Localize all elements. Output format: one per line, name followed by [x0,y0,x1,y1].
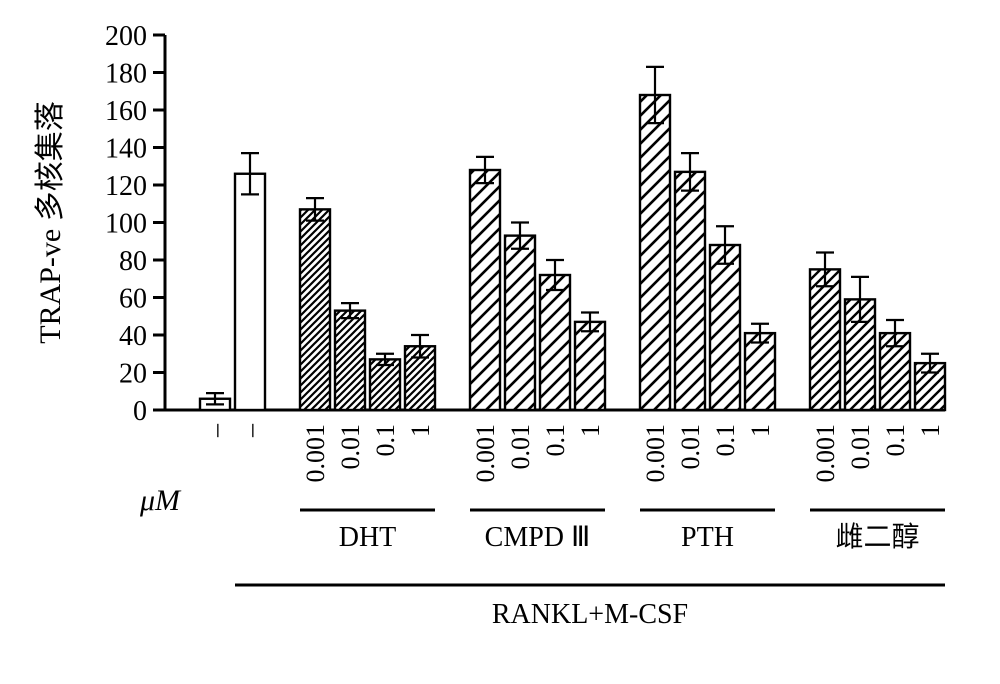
bar [505,236,535,410]
bar-x-label: 0.001 [301,424,330,483]
group-label: DHT [339,522,397,553]
bar [640,95,670,410]
bar [300,209,330,410]
y-tick-label: 200 [105,21,147,52]
y-axis-label: TRAP-ve 多核集落 [34,101,67,344]
y-tick-label: 140 [105,134,147,165]
bar-x-label: 0.1 [881,424,910,457]
bar [470,170,500,410]
bar-x-label: 1 [916,424,945,437]
bar-x-label: 1 [406,424,435,437]
unit-label: μM [139,484,182,517]
bar-x-label: 0.001 [471,424,500,483]
bar [540,275,570,410]
bar-x-label: 0.01 [336,424,365,470]
y-tick-label: 180 [105,59,147,90]
bar-x-label: – [201,423,230,438]
y-tick-label: 100 [105,209,147,240]
bar-x-label: 1 [576,424,605,437]
y-tick-label: 80 [119,246,147,277]
group-label: 雌二醇 [835,521,919,553]
bar-x-label: 1 [746,424,775,437]
bar-x-label: 0.1 [541,424,570,457]
y-tick-label: 60 [119,284,147,315]
y-tick-label: 40 [119,321,147,352]
y-tick-label: 120 [105,171,147,202]
bar [675,172,705,410]
bar [810,269,840,410]
bar [745,333,775,410]
y-tick-label: 20 [119,359,147,390]
bar-x-label: 0.001 [811,424,840,483]
bar-x-label: 0.1 [711,424,740,457]
outer-group-label: RANKL+M-CSF [492,599,688,630]
group-label: PTH [681,522,734,553]
bar-x-label: 0.01 [676,424,705,470]
bar-x-label: 0.1 [371,424,400,457]
bar [710,245,740,410]
group-label: CMPD Ⅲ [485,522,591,553]
bar-x-label: 0.01 [506,424,535,470]
y-tick-label: 0 [133,396,147,427]
bar [370,359,400,410]
bar-x-label: 0.01 [846,424,875,470]
bar-x-label: – [236,423,265,438]
bar [575,322,605,410]
y-tick-label: 160 [105,96,147,127]
bar [235,174,265,410]
trap-chart: TRAP-ve 多核集落 0 20 40 60 80 100 120 140 160 180 200… [0,0,1000,684]
bar [335,311,365,410]
bar-x-label: 0.001 [641,424,670,483]
